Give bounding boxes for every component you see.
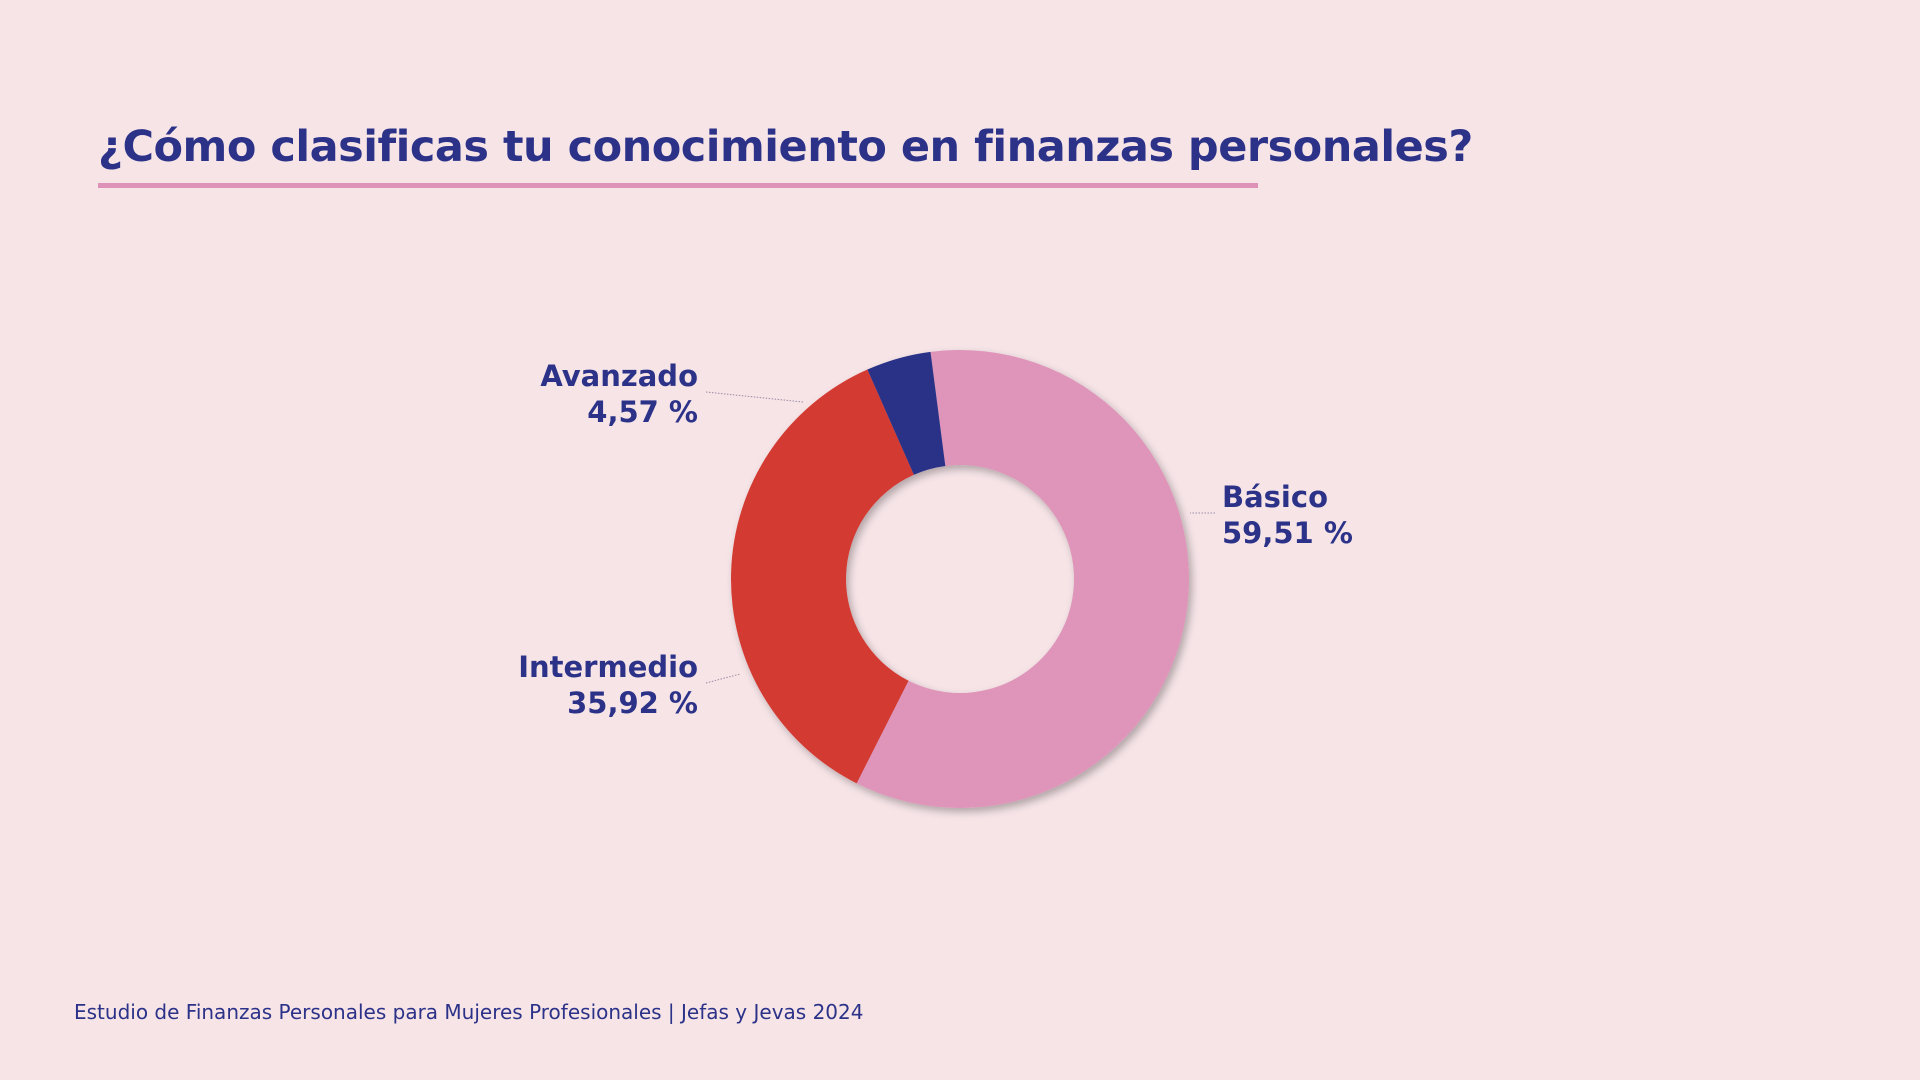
donut-slice-basico (856, 350, 1189, 809)
leader-line (705, 391, 804, 403)
slice-label-name: Avanzado (540, 359, 698, 393)
donut-slice-intermedio (731, 369, 914, 784)
footer-source: Estudio de Finanzas Personales para Muje… (74, 1000, 864, 1024)
chart-title: ¿Cómo clasificas tu conocimiento en fina… (98, 122, 1473, 172)
slice-label-name: Básico (1222, 480, 1328, 514)
leader-line (705, 673, 741, 684)
slice-label-name: Intermedio (518, 650, 698, 684)
donut-slice-avanzado (867, 351, 946, 475)
slice-label-value: 35,92 % (567, 686, 698, 720)
title-underline (98, 183, 1258, 188)
slice-label-value: 59,51 % (1222, 516, 1353, 550)
slice-label-value: 4,57 % (587, 395, 698, 429)
